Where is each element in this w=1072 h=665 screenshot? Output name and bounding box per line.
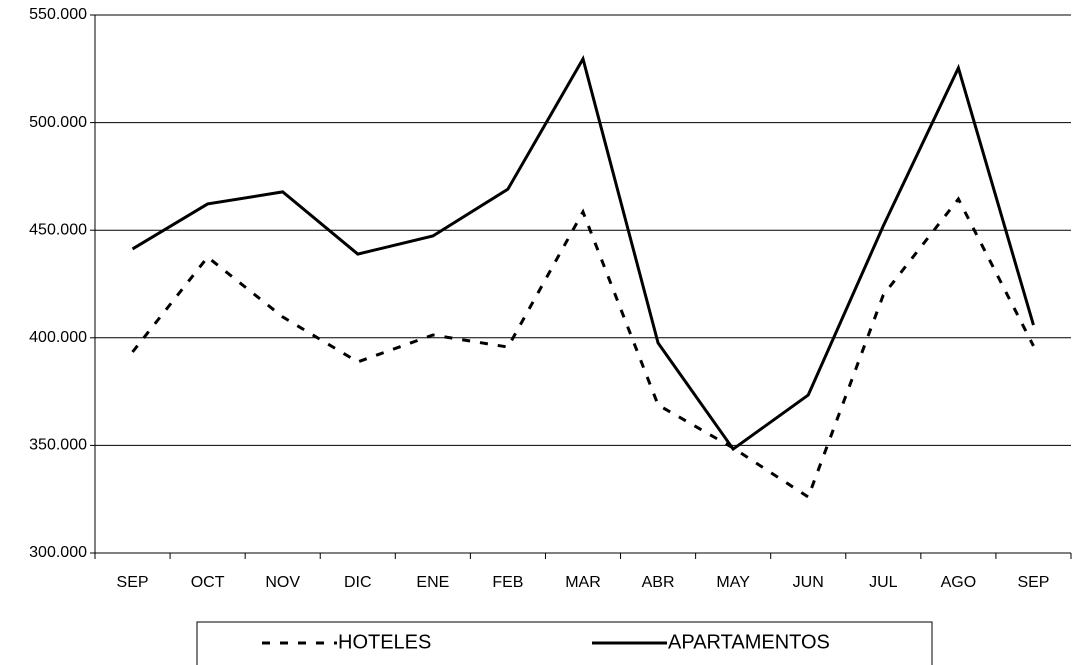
x-tick-label: DIC bbox=[344, 574, 372, 591]
x-tick-label: JUN bbox=[793, 574, 824, 591]
y-tick-label: 300.000 bbox=[29, 544, 87, 561]
x-tick-label: SEP bbox=[117, 574, 149, 591]
y-tick-label: 400.000 bbox=[29, 329, 87, 346]
x-tick-label: JUL bbox=[869, 574, 898, 591]
y-tick-label: 500.000 bbox=[29, 114, 87, 131]
x-tick-label: ABR bbox=[642, 574, 675, 591]
x-tick-label: OCT bbox=[191, 574, 225, 591]
x-tick-label: AGO bbox=[941, 574, 977, 591]
x-tick-label: FEB bbox=[492, 574, 523, 591]
x-tick-label: NOV bbox=[265, 574, 300, 591]
x-tick-label: SEP bbox=[1017, 574, 1049, 591]
x-tick-label: MAR bbox=[565, 574, 601, 591]
line-series bbox=[131, 196, 1035, 500]
legend-label: APARTAMENTOS bbox=[668, 631, 830, 653]
x-tick-label: ENE bbox=[416, 574, 449, 591]
x-tick-label: MAY bbox=[716, 574, 750, 591]
line-series bbox=[131, 54, 1035, 452]
y-tick-label: 350.000 bbox=[29, 437, 87, 454]
y-tick-label: 450.000 bbox=[29, 221, 87, 238]
y-tick-label: 550.000 bbox=[29, 6, 87, 23]
legend-label: HOTELES bbox=[338, 631, 431, 653]
